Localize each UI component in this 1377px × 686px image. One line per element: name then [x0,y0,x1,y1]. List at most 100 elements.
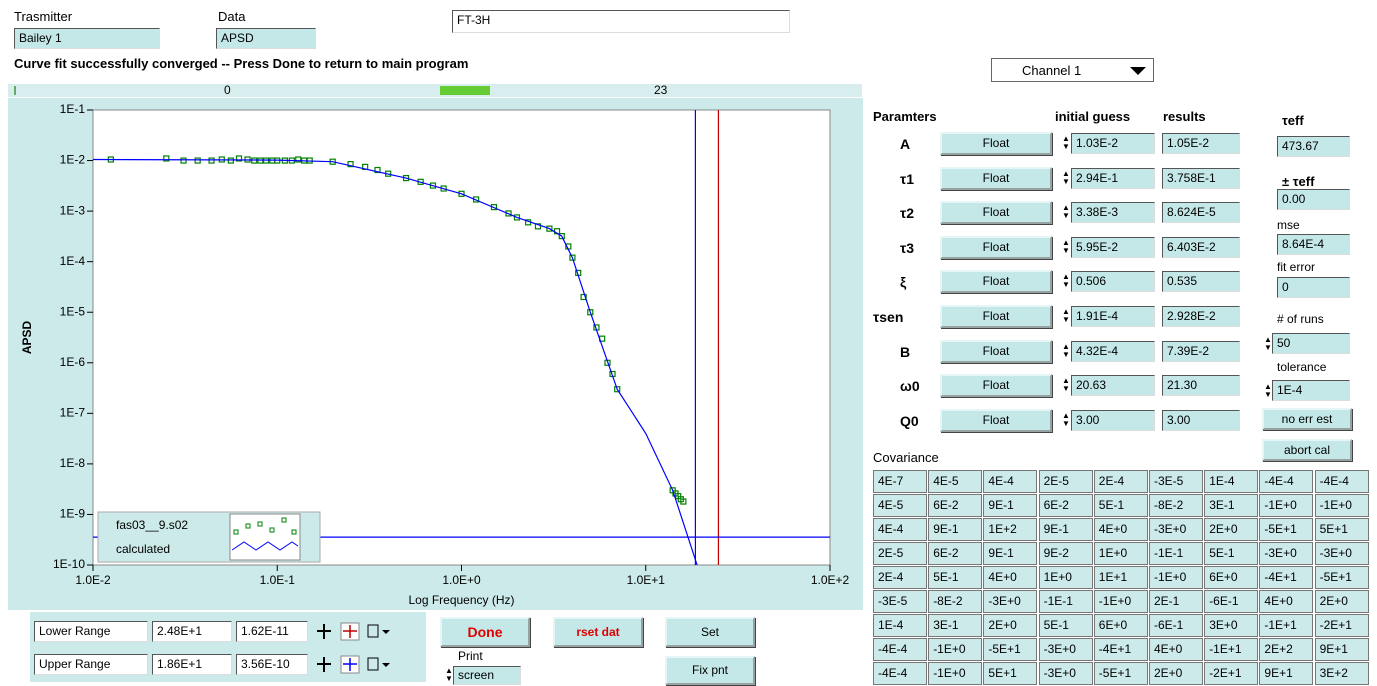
covariance-cell: -4E-4 [873,662,927,685]
param-initial[interactable]: 3.38E-3 [1071,202,1155,224]
data-point [347,161,354,168]
covariance-cell: -2E+1 [1204,662,1259,685]
param-initial[interactable]: 2.94E-1 [1071,167,1155,189]
channel-select[interactable]: Channel 1 [991,58,1154,82]
param-mode-button[interactable]: Float [940,235,1052,259]
range-x[interactable]: 2.48E+1 [152,621,232,642]
param-name: A [900,136,911,152]
spinner[interactable]: ▲ ▼ [1062,168,1070,186]
data-point [194,157,201,164]
cursor-tools[interactable] [314,621,414,642]
covariance-cell: 4E+0 [1259,590,1314,613]
spinner[interactable]: ▲ ▼ [1062,134,1070,151]
spinner[interactable]: ▲ ▼ [1062,341,1070,359]
covariance-cell: 1E-4 [1204,470,1259,493]
covariance-cell: 3E-1 [928,614,983,637]
range-label: Upper Range [34,654,148,675]
cursor-icons[interactable] [314,621,414,642]
covariance-cell: 5E-1 [1038,614,1093,637]
covariance-cell: 9E-1 [983,494,1038,517]
spinner[interactable]: ▲ ▼ [1062,410,1070,428]
legend-marker [281,517,287,523]
abort-button[interactable]: abort cal [1262,439,1352,461]
covariance-cell: 2E+0 [983,614,1038,637]
param-mode-button[interactable]: Float [940,339,1052,363]
param-mode-button[interactable]: Float [940,270,1052,294]
param-initial[interactable]: 3.00 [1071,409,1155,431]
reset-button[interactable]: rset dat [553,617,643,647]
file-field[interactable]: FT-3H [452,10,790,33]
covariance-cell: -1E+0 [1149,566,1203,589]
fit-value: 8.64E-4 [1277,234,1350,255]
data-field[interactable]: APSD [216,28,316,49]
covariance-cell: 4E-4 [983,470,1038,493]
param-initial[interactable]: 1.03E-2 [1071,133,1155,154]
covariance-cell: 9E-1 [1038,518,1093,541]
covariance-cell: 6E+0 [1093,614,1148,637]
covariance-cell: -3E-5 [1149,470,1203,493]
done-button[interactable]: Done [440,617,530,647]
param-result: 6.403E-2 [1162,236,1240,258]
print-target[interactable]: screen [453,666,521,685]
cursor-icons[interactable] [314,654,414,675]
covariance-title: Covariance [873,450,939,465]
fit-label: ± τeff [1282,174,1315,189]
covariance-cell: 5E-1 [1093,494,1148,517]
spinner[interactable]: ▲ ▼ [1062,376,1070,394]
fit-value: 0.00 [1277,189,1350,210]
fit-value[interactable]: 1E-4 [1272,380,1350,401]
spinner[interactable]: ▲ ▼ [1264,382,1272,399]
covariance-cell: -1E-1 [1149,542,1203,565]
fit-value: 473.67 [1277,136,1350,157]
param-mode-button[interactable]: Float [940,374,1052,398]
transmitter-field[interactable]: Bailey 1 [14,28,160,49]
param-initial[interactable]: 4.32E-4 [1071,340,1155,362]
param-mode-button[interactable]: Float [940,408,1052,432]
param-mode-button[interactable]: Float [940,132,1052,155]
fix-point-button[interactable]: Fix pnt [665,656,755,685]
range-x[interactable]: 1.86E+1 [152,654,232,675]
param-result: 8.624E-5 [1162,202,1240,224]
covariance-cell: -1E+0 [928,638,983,661]
fit-value[interactable]: 50 [1272,333,1350,354]
covariance-cell: -4E-4 [1314,470,1369,493]
spinner[interactable]: ▲ ▼ [445,666,453,683]
param-initial[interactable]: 20.63 [1071,375,1155,397]
range-y[interactable]: 1.62E-11 [236,621,308,642]
no-error-button[interactable]: no err est [1262,408,1352,430]
covariance-cell: 6E-2 [928,494,983,517]
data-point [295,156,302,163]
covariance-cell: 4E+0 [1093,518,1148,541]
cursor-tools[interactable] [314,654,414,675]
spinner[interactable]: ▲ ▼ [1062,272,1070,290]
y-tick-label: 1E-2 [60,153,86,167]
fit-line [93,158,698,565]
param-mode-button[interactable]: Float [940,201,1052,225]
covariance-cell: 2E-5 [1038,470,1093,493]
y-tick-label: 1E-3 [60,203,86,217]
param-name: ω0 [900,378,920,395]
param-mode-button[interactable]: Float [940,166,1052,190]
param-mode-button[interactable]: Float [940,305,1052,328]
param-initial[interactable]: 0.506 [1071,271,1155,293]
x-tick-label: 1.0E-1 [260,573,296,587]
data-label: Data [218,9,246,24]
spinner[interactable]: ▲ ▼ [1062,237,1070,255]
y-tick-label: 1E-8 [60,456,86,470]
set-button[interactable]: Set [665,617,755,647]
param-initial[interactable]: 5.95E-2 [1071,236,1155,258]
param-initial[interactable]: 1.91E-4 [1071,306,1155,327]
param-name: B [900,343,911,360]
y-tick-label: 1E-9 [60,507,86,521]
legend-swatch-box [229,513,301,561]
covariance-cell: -1E+0 [1314,494,1369,517]
fit-label: tolerance [1277,360,1327,374]
range-y[interactable]: 3.56E-10 [236,654,308,675]
covariance-cell: 6E-2 [1038,494,1093,517]
covariance-cell: -4E-4 [873,638,927,661]
legend-marker [233,529,239,535]
spinner[interactable]: ▲ ▼ [1062,203,1070,221]
param-header: initial guess [1055,109,1131,124]
spinner[interactable]: ▲ ▼ [1062,307,1070,324]
spinner[interactable]: ▲ ▼ [1264,335,1272,352]
